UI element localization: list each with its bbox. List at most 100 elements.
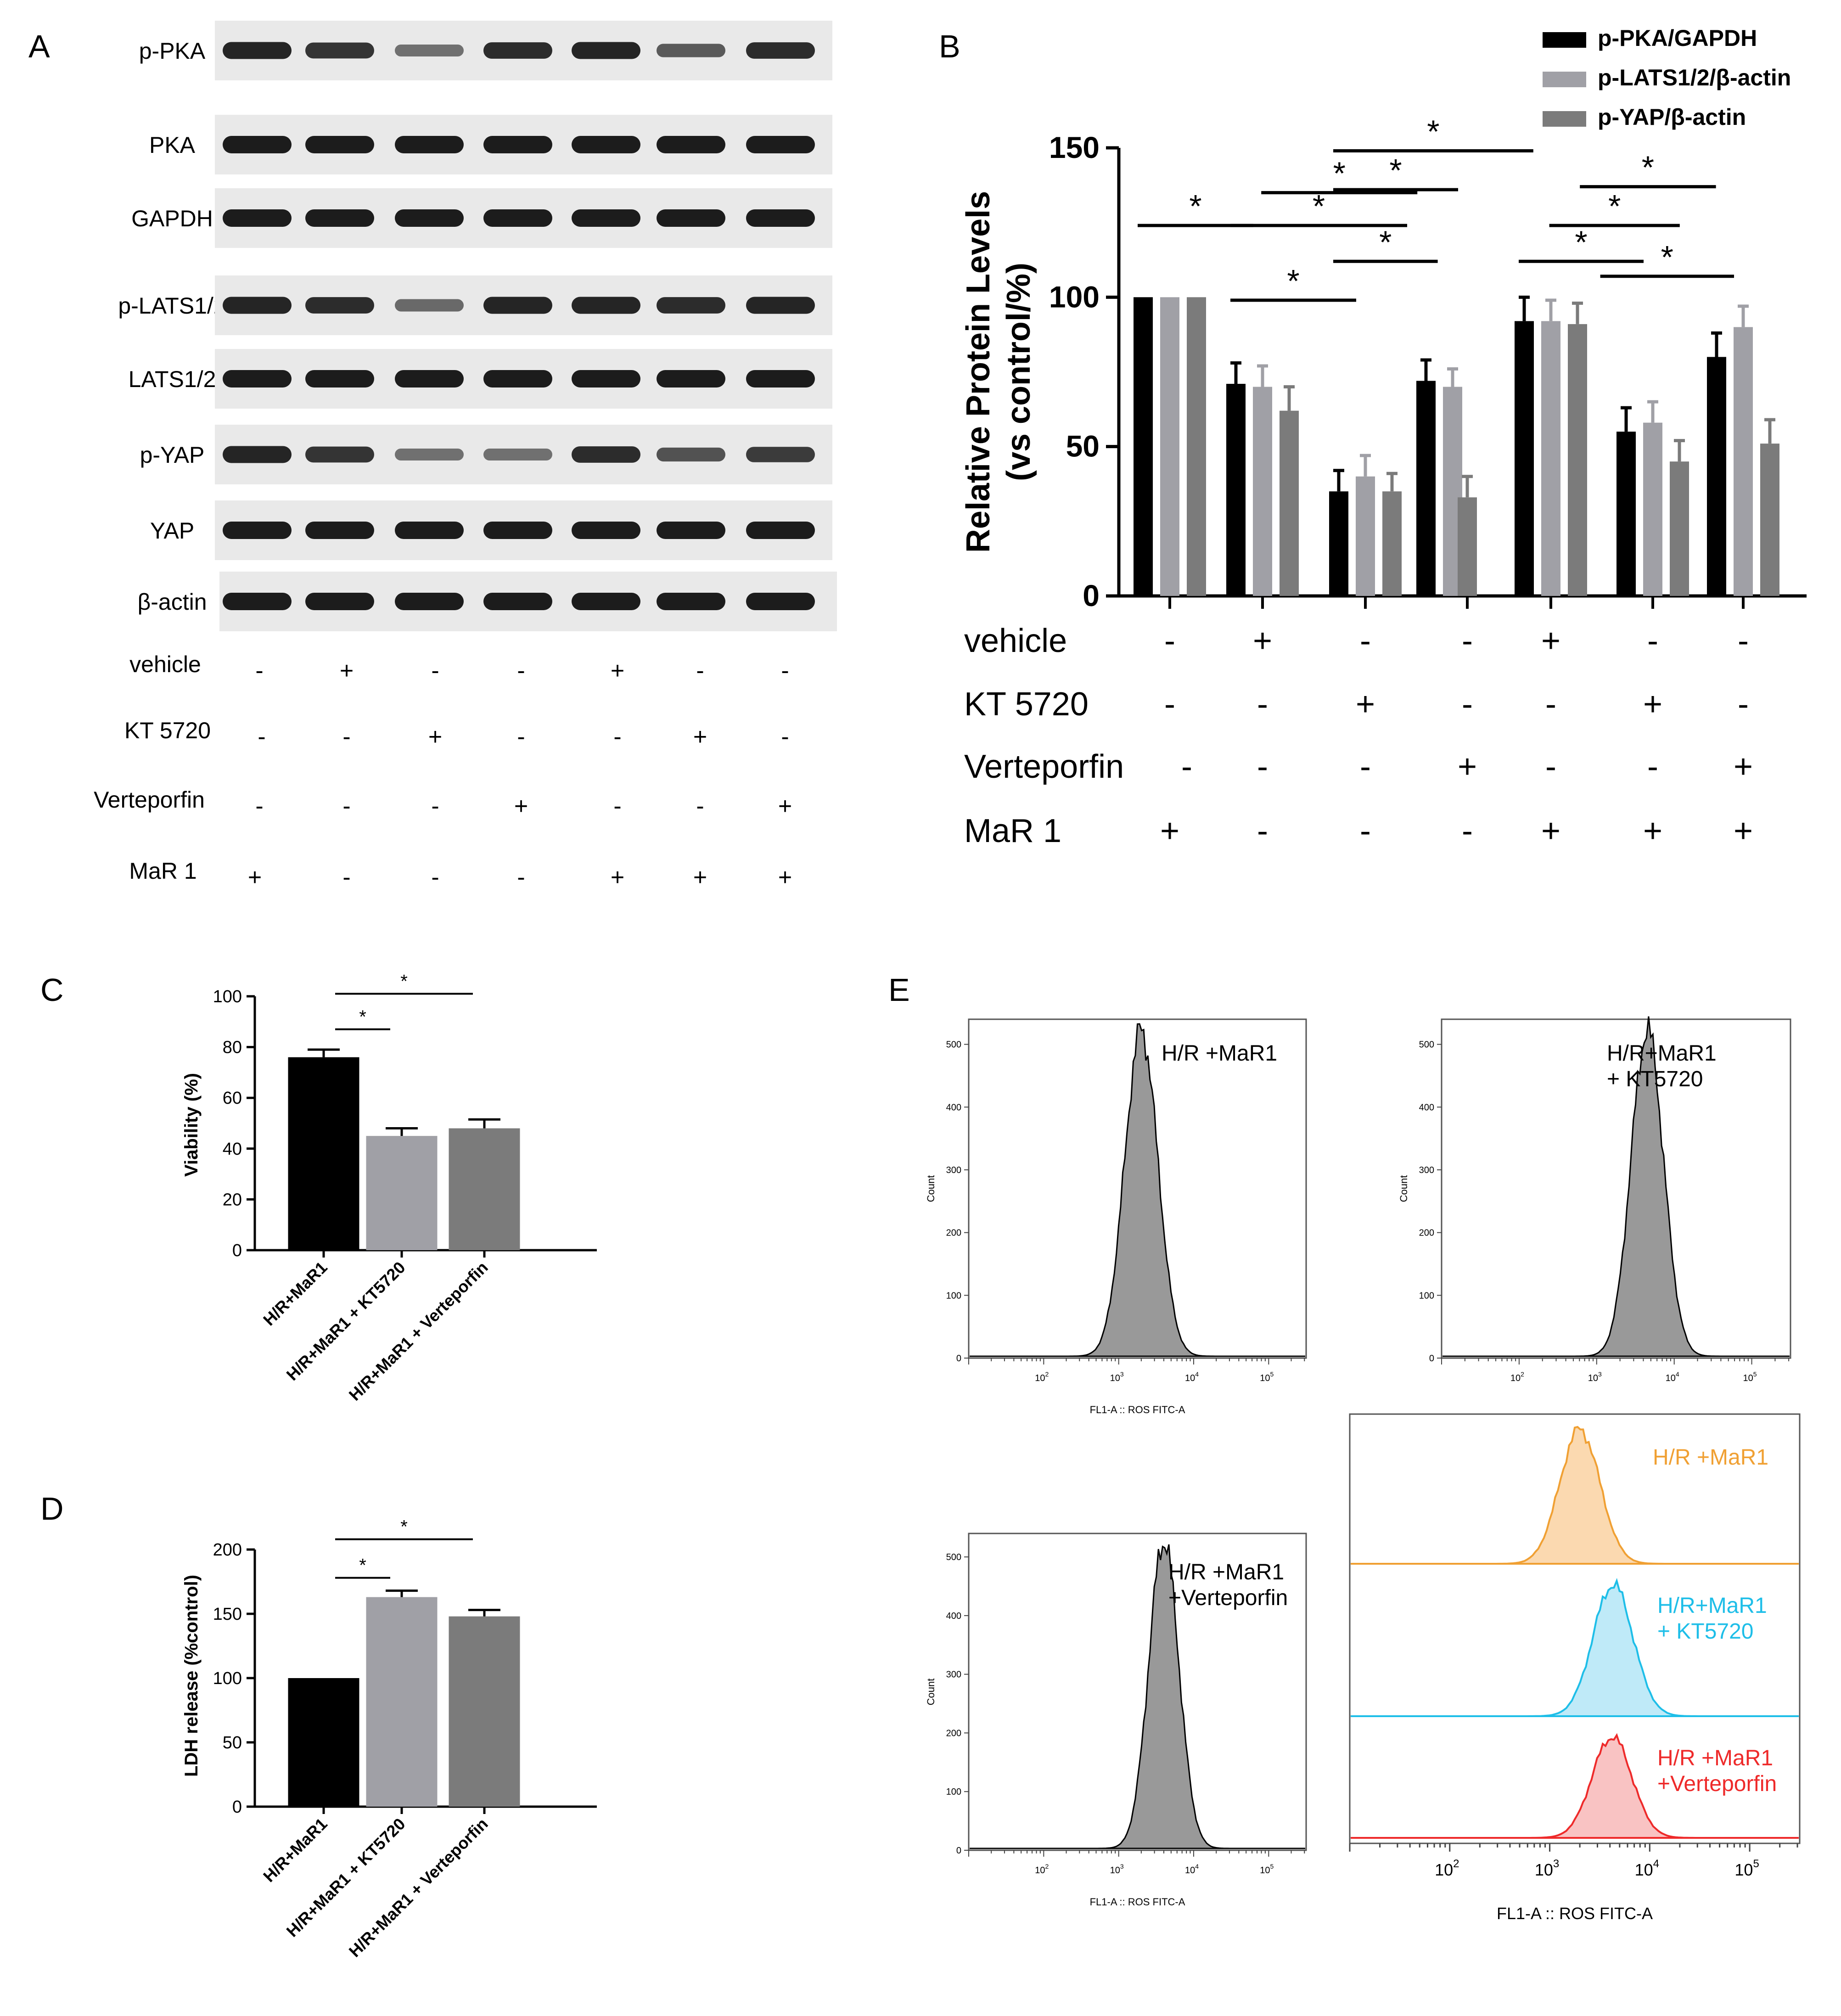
legend-label: p-LATS1/2/β-actin: [1598, 65, 1791, 90]
condition-sign: -: [1462, 686, 1473, 723]
condition-sign: -: [1462, 623, 1473, 659]
condition-sign: +: [1541, 813, 1560, 849]
histogram-title-line: H/R+MaR1: [1607, 1041, 1717, 1066]
blot-band: [746, 136, 815, 153]
panel-label-a: A: [28, 28, 50, 64]
significance-star: *: [1608, 188, 1621, 224]
x-tick-label: 103: [1588, 1370, 1602, 1383]
x-tick-exp: 5: [1270, 1863, 1274, 1870]
blot-band: [572, 446, 640, 463]
blot-band: [305, 522, 374, 539]
bar: [1515, 321, 1534, 596]
bar: [1382, 491, 1402, 596]
bar: [1734, 327, 1753, 596]
y-tick-label: 0: [232, 1797, 242, 1817]
condition-sign: +: [1253, 623, 1272, 659]
blot-row: LATS1/2: [129, 349, 832, 409]
y-tick-label: 100: [1419, 1291, 1434, 1301]
blot-band: [223, 522, 292, 539]
condition-label: KT 5720: [124, 718, 211, 743]
y-tick-label: 100: [946, 1787, 961, 1797]
overlay-legend-line: H/R +MaR1: [1657, 1746, 1773, 1770]
blot-band: [223, 446, 292, 463]
condition-sign: +: [693, 724, 707, 750]
plot-frame: [1441, 1018, 1791, 1359]
condition-sign: -: [1164, 623, 1175, 659]
blot-band: [746, 593, 815, 610]
legend-swatch: [1543, 111, 1586, 127]
condition-row: Verteporfin - - - + - - +: [94, 787, 792, 820]
condition-sign: -: [258, 724, 265, 750]
condition-sign: +: [778, 793, 792, 820]
condition-sign: +: [1734, 813, 1753, 849]
y-tick-label: 400: [946, 1102, 961, 1112]
x-axis-title: FL1-A :: ROS FITC-A: [1497, 1904, 1653, 1923]
x-axis-title: FL1-A :: ROS FITC-A: [1090, 1896, 1185, 1908]
x-tick-exp: 4: [1195, 1370, 1199, 1378]
x-tick-exp: 3: [1598, 1370, 1602, 1378]
y-tick-label: 300: [1419, 1165, 1434, 1175]
bar: [1416, 381, 1436, 596]
blot-band: [657, 297, 725, 314]
overlay-legend-label: H/R+MaR1 + KT5720: [1657, 1594, 1767, 1644]
significance-star: *: [400, 971, 408, 991]
blot-band: [305, 297, 374, 314]
condition-label: MaR 1: [964, 813, 1061, 849]
x-tick-exp: 5: [1270, 1370, 1274, 1378]
blot-band: [746, 42, 815, 59]
x-tick-label: 102: [1435, 1858, 1459, 1879]
condition-label: KT 5720: [964, 686, 1089, 723]
y-tick-label: 100: [1049, 280, 1100, 314]
blot-band: [657, 522, 725, 539]
blot-band: [657, 593, 725, 610]
blot-band: [483, 522, 552, 539]
significance-star: *: [1189, 188, 1201, 224]
blot-label: YAP: [150, 518, 194, 544]
blot-band: [657, 447, 725, 462]
condition-sign: -: [1360, 623, 1371, 659]
blot-band: [572, 522, 640, 539]
y-tick-label: 60: [223, 1089, 242, 1108]
blot-label: p-YAP: [140, 442, 205, 468]
condition-sign: -: [613, 724, 621, 750]
condition-sign: -: [1647, 748, 1658, 785]
y-tick-label: 0: [956, 1353, 961, 1364]
blot-band: [657, 136, 725, 153]
condition-label: Verteporfin: [94, 787, 205, 813]
y-tick-label: 0: [232, 1241, 242, 1260]
x-tick-label: 104: [1185, 1370, 1199, 1383]
condition-table: vehicle - + - - + - -KT 5720- - + - - + -Verteporfin -…: [964, 623, 1753, 849]
blot-band: [395, 45, 464, 56]
blot-band: [746, 370, 815, 387]
blot-band: [395, 370, 464, 387]
blot-band: [746, 297, 815, 314]
bar: [1280, 410, 1299, 596]
blot-band: [395, 136, 464, 153]
histogram-title-line: H/R +MaR1: [1168, 1560, 1284, 1584]
blot-band: [657, 209, 725, 227]
blot-rows: p-PKA PKA GAPDH p-LATS1/2 LATS1/2 p-YAP YAP β-a…: [118, 21, 837, 631]
blot-row: p-LATS1/2: [118, 275, 832, 335]
blot-band: [657, 370, 725, 387]
condition-sign: +: [611, 657, 624, 684]
condition-sign: +: [1541, 623, 1560, 659]
condition-sign: +: [514, 793, 528, 820]
x-tick-base: 10: [1185, 1865, 1195, 1876]
condition-sign: -: [255, 793, 263, 820]
histogram-area: [970, 1023, 1305, 1357]
y-axis-title: Count: [925, 1175, 937, 1202]
y-tick-label: 100: [213, 987, 242, 1006]
x-tick-label: 105: [1260, 1863, 1274, 1876]
x-tick-label: 105: [1743, 1370, 1757, 1383]
blot-band: [746, 522, 815, 539]
overlay-histogram: [1351, 1578, 1799, 1717]
blot-band: [395, 593, 464, 610]
significance-star: *: [1575, 224, 1587, 260]
bar: [1541, 321, 1560, 596]
condition-sign: +: [611, 864, 624, 891]
y-tick-label: 200: [213, 1540, 242, 1560]
overlay-legend-line: +Verteporfin: [1657, 1772, 1777, 1796]
blot-row: p-PKA: [139, 21, 832, 80]
